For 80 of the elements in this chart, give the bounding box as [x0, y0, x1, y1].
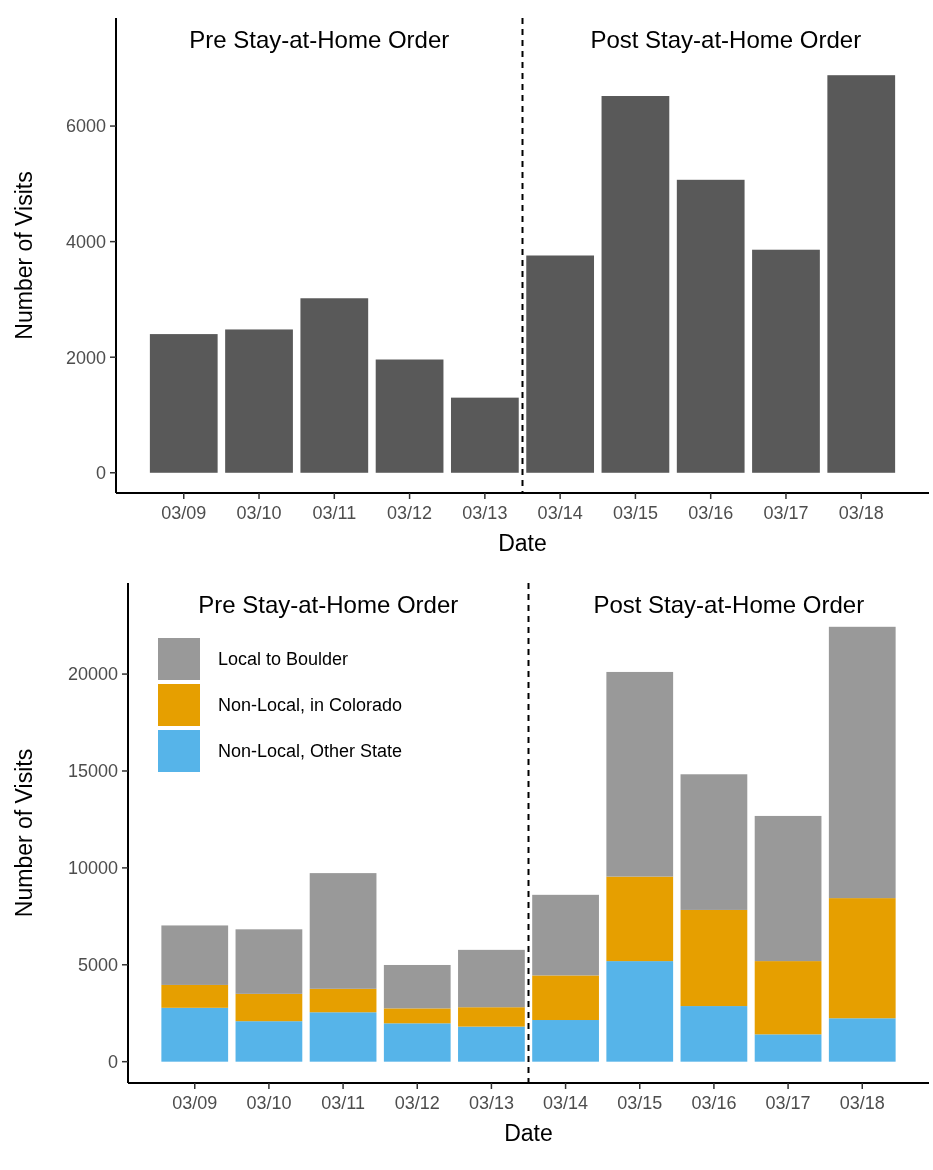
x-tick-label: 03/15: [617, 1093, 663, 1113]
bar: [680, 1006, 748, 1062]
bar: [754, 961, 822, 1035]
y-tick-label: 5000: [77, 955, 118, 976]
bar: [309, 988, 377, 1013]
bar: [680, 909, 748, 1007]
bar: [309, 873, 377, 989]
y-tick-label: 4000: [65, 231, 106, 252]
x-tick-label: 03/17: [763, 503, 809, 523]
x-tick-label: 03/15: [612, 503, 658, 523]
bar: [383, 1023, 451, 1062]
annotation: Post Stay-at-Home Order: [590, 26, 862, 53]
bar: [161, 984, 229, 1008]
bar: [606, 876, 674, 962]
bar: [606, 671, 674, 877]
x-axis-title: Date: [504, 1120, 553, 1146]
bar: [606, 961, 674, 1062]
bar: [680, 774, 748, 910]
y-tick-label: 20000: [67, 664, 118, 685]
x-tick-label: 03/10: [246, 1093, 292, 1113]
bar: [752, 249, 820, 473]
x-axis-title: Date: [498, 530, 547, 556]
x-tick-label: 03/11: [312, 503, 357, 523]
bar: [828, 1018, 896, 1062]
x-tick-label: 03/12: [394, 1093, 440, 1113]
y-tick-label: 6000: [65, 116, 106, 137]
x-tick-label: 03/18: [839, 1093, 885, 1113]
bar: [828, 626, 896, 899]
bar: [754, 815, 822, 962]
bar: [532, 1020, 599, 1062]
bar: [235, 1021, 303, 1062]
bar: [601, 96, 670, 473]
x-tick-label: 03/10: [236, 503, 282, 523]
bar: [161, 1007, 229, 1062]
y-tick-label: 0: [107, 1051, 118, 1072]
x-tick-label: 03/14: [537, 503, 583, 523]
y-tick-label: 10000: [67, 858, 118, 879]
x-tick-label: 03/17: [765, 1093, 811, 1113]
bar: [450, 397, 519, 473]
bar: [300, 298, 369, 473]
bar: [161, 925, 229, 985]
x-tick-label: 03/11: [321, 1093, 365, 1113]
bar: [383, 1008, 451, 1024]
legend-label: Local to Boulder: [218, 649, 349, 669]
bar: [676, 179, 745, 473]
x-tick-label: 03/12: [387, 503, 433, 523]
annotation: Post Stay-at-Home Order: [593, 591, 865, 618]
bar: [235, 929, 303, 994]
x-tick-label: 03/13: [468, 1093, 514, 1113]
bar: [458, 949, 525, 1008]
x-tick-label: 03/09: [161, 503, 207, 523]
bar: [532, 975, 599, 1021]
x-tick-label: 03/09: [172, 1093, 218, 1113]
y-tick-label: 2000: [65, 347, 106, 368]
y-tick-label: 0: [95, 463, 106, 484]
annotation: Pre Stay-at-Home Order: [198, 591, 459, 618]
bar: [526, 255, 595, 473]
bar: [383, 964, 451, 1009]
y-tick-label: 15000: [67, 761, 118, 782]
bar: [532, 894, 599, 976]
bar: [375, 359, 444, 473]
y-axis-title: Number of Visits: [11, 171, 37, 340]
bar: [827, 75, 896, 473]
bar: [458, 1026, 525, 1062]
bar: [309, 1012, 377, 1062]
annotation: Pre Stay-at-Home Order: [189, 26, 450, 53]
legend-label: Non-Local, Other State: [218, 741, 403, 761]
bar: [225, 329, 293, 473]
y-axis-title: Number of Visits: [11, 748, 37, 918]
bar: [828, 898, 896, 1019]
x-tick-label: 03/16: [688, 503, 734, 523]
x-tick-label: 03/13: [462, 503, 508, 523]
x-tick-label: 03/18: [838, 503, 884, 523]
bar: [458, 1007, 525, 1027]
x-tick-label: 03/14: [543, 1093, 589, 1113]
bar: [235, 993, 303, 1022]
bar: [754, 1034, 822, 1062]
legend-label: Non-Local, in Colorado: [218, 695, 403, 715]
x-tick-label: 03/16: [691, 1093, 737, 1113]
bar: [149, 334, 218, 473]
